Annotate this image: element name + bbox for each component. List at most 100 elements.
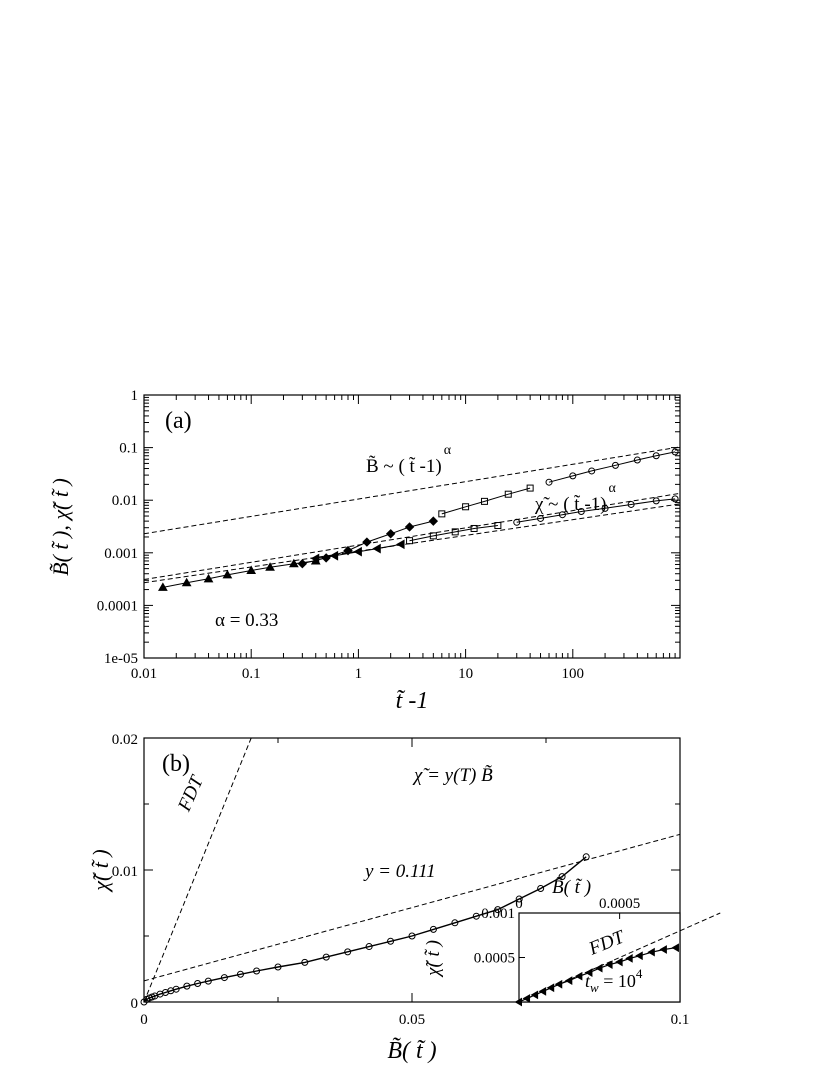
data-point-triangle: [265, 562, 275, 571]
y-tick-label: 0.02: [112, 732, 138, 748]
data-point-circle: [220, 974, 228, 982]
data-point-circle: [515, 895, 523, 903]
inset-data-point: [538, 986, 547, 996]
data-curve: [441, 487, 531, 515]
y-tick-label: 0.1: [119, 441, 138, 457]
data-point-diamond: [321, 553, 331, 563]
inset-tw-exp: 4: [636, 966, 643, 981]
power-law-fit-line: [143, 492, 681, 581]
panel-b-x-axis-label: B̃( t̃ ): [387, 1037, 436, 1064]
y-tick-label: 0.0001: [97, 598, 138, 614]
panel-a-markers: [158, 448, 679, 591]
data-point-circle: [558, 511, 566, 519]
data-point-circle: [558, 873, 566, 881]
data-point-circle: [588, 467, 596, 475]
inset-tw-sub: w: [590, 980, 599, 995]
data-point-left-triangle: [329, 550, 339, 561]
panel-a-fit-lines: [143, 446, 681, 588]
data-point-circle: [671, 448, 679, 456]
chi-scaling-law: χ̃ ~ ( t̃ -1)α: [534, 481, 616, 515]
inset-data-point: [635, 951, 643, 961]
data-point-square: [494, 522, 502, 530]
panel-a-y-axis-label: B̃( t̃ ), χ̃( t̃ ): [48, 478, 73, 576]
data-curve: [409, 525, 498, 542]
data-point-triangle: [203, 573, 214, 583]
inset-y-tick-label: 0.0005: [474, 951, 515, 967]
data-point-diamond: [343, 545, 353, 556]
y-tick-label: 1: [131, 388, 139, 404]
data-point-circle: [537, 514, 545, 522]
b-scaling-law-base: B̃ ~ ( t̃ -1): [366, 454, 442, 477]
inset-data-point: [522, 994, 531, 1003]
data-curve: [143, 856, 587, 1003]
data-point-circle: [513, 518, 521, 526]
panel-a-tick-labels: 0.01 0.1 1 10 100 1e-05 0.0001 0.001 0.01 0.1 1: [97, 388, 584, 682]
data-point-square: [462, 503, 470, 511]
data-point-left-triangle: [396, 539, 405, 550]
x-tick-label: 100: [562, 666, 585, 682]
data-point-circle: [172, 985, 180, 993]
data-point-diamond: [362, 537, 372, 547]
data-point-diamond: [385, 529, 396, 539]
data-point-square: [438, 510, 446, 518]
chi-scaling-law-exponent: α: [608, 481, 616, 496]
data-point-diamond: [404, 522, 415, 532]
data-point-left-triangle: [372, 543, 381, 554]
y-tick-label: 0.001: [104, 546, 138, 562]
power-law-fit-line: [143, 503, 681, 584]
data-point-circle: [429, 925, 437, 933]
inset-x-axis-label: B̃( t̃ ): [552, 877, 591, 898]
data-point-diamond: [428, 516, 439, 526]
data-point-square: [480, 497, 488, 505]
inset-tw-eq: = 10: [599, 971, 636, 991]
inset-data-point: [625, 954, 633, 963]
data-point-circle: [652, 452, 660, 460]
data-point-circle: [577, 507, 585, 515]
x-tick-label: 0: [140, 1012, 148, 1028]
panel-b-y-axis-label: χ̃( t̃ ): [88, 849, 113, 892]
data-point-circle: [545, 478, 553, 486]
y-tick-label: 0.01: [112, 493, 138, 509]
data-point-circle: [344, 948, 352, 956]
data-point-triangle: [222, 569, 233, 579]
data-point-circle: [183, 982, 191, 990]
inset-data-point: [671, 943, 679, 953]
data-point-diamond: [297, 559, 308, 569]
inset-x-tick-label: 0: [515, 896, 523, 912]
data-point-circle: [365, 943, 373, 951]
data-point-square: [406, 537, 414, 545]
y-tick-label: 0.01: [112, 864, 138, 880]
y-tick-label: 1e-05: [104, 651, 138, 667]
data-point-circle: [633, 456, 641, 464]
data-point-circle: [253, 967, 261, 975]
data-point-triangle: [246, 565, 257, 575]
inset-data-point: [546, 983, 555, 993]
data-point-circle: [194, 980, 202, 988]
x-tick-label: 0.01: [131, 666, 157, 682]
data-point-circle: [472, 912, 480, 920]
inset-data-point: [595, 963, 603, 973]
data-point-circle: [601, 504, 609, 512]
panel-b-tick-labels: 0 0.05 0.1 0 0.01 0.02: [112, 732, 690, 1028]
b-scaling-law-exponent: α: [444, 443, 452, 458]
power-law-fit-line: [143, 446, 681, 535]
x-tick-label: 0.1: [242, 666, 261, 682]
data-point-circle: [204, 977, 212, 985]
data-point-circle: [301, 958, 309, 966]
data-point-circle: [537, 884, 545, 892]
data-point-circle: [627, 500, 635, 508]
panel-b-label: (b): [162, 751, 190, 777]
data-point-square: [429, 532, 437, 540]
x-tick-label: 0.1: [671, 1012, 690, 1028]
data-point-triangle: [181, 577, 192, 587]
linear-fit-line: [143, 833, 681, 982]
data-point-square: [526, 484, 534, 492]
data-point-circle: [322, 953, 330, 961]
inset-data-point: [659, 945, 667, 954]
x-tick-label: 10: [458, 666, 473, 682]
alpha-value-label: α = 0.33: [215, 610, 278, 631]
panel-b-markers: [140, 853, 590, 1006]
data-point-circle: [274, 963, 282, 971]
